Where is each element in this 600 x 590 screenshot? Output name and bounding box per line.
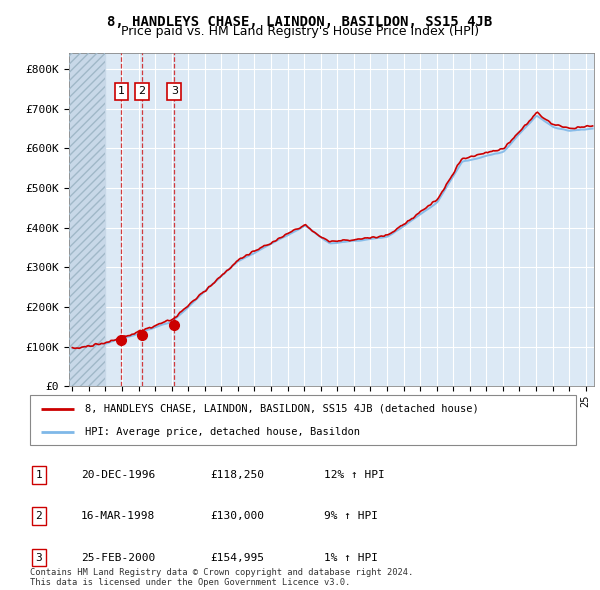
Text: 25-FEB-2000: 25-FEB-2000 — [81, 553, 155, 562]
Text: 3: 3 — [35, 553, 43, 562]
Text: HPI: Average price, detached house, Basildon: HPI: Average price, detached house, Basi… — [85, 427, 359, 437]
Text: £130,000: £130,000 — [210, 512, 264, 521]
Text: 9% ↑ HPI: 9% ↑ HPI — [324, 512, 378, 521]
Text: 1: 1 — [35, 470, 43, 480]
Text: 8, HANDLEYS CHASE, LAINDON, BASILDON, SS15 4JB: 8, HANDLEYS CHASE, LAINDON, BASILDON, SS… — [107, 15, 493, 29]
Text: 12% ↑ HPI: 12% ↑ HPI — [324, 470, 385, 480]
Bar — [69, 53, 106, 386]
Text: £118,250: £118,250 — [210, 470, 264, 480]
FancyBboxPatch shape — [30, 395, 576, 445]
Text: Contains HM Land Registry data © Crown copyright and database right 2024.
This d: Contains HM Land Registry data © Crown c… — [30, 568, 413, 587]
Text: 3: 3 — [171, 87, 178, 96]
Bar — [69, 53, 106, 386]
Text: Price paid vs. HM Land Registry's House Price Index (HPI): Price paid vs. HM Land Registry's House … — [121, 25, 479, 38]
Text: £154,995: £154,995 — [210, 553, 264, 562]
Text: 1: 1 — [118, 87, 125, 96]
Text: 20-DEC-1996: 20-DEC-1996 — [81, 470, 155, 480]
Text: 1% ↑ HPI: 1% ↑ HPI — [324, 553, 378, 562]
Text: 16-MAR-1998: 16-MAR-1998 — [81, 512, 155, 521]
Text: 2: 2 — [139, 87, 145, 96]
Text: 2: 2 — [35, 512, 43, 521]
Text: 8, HANDLEYS CHASE, LAINDON, BASILDON, SS15 4JB (detached house): 8, HANDLEYS CHASE, LAINDON, BASILDON, SS… — [85, 404, 478, 414]
